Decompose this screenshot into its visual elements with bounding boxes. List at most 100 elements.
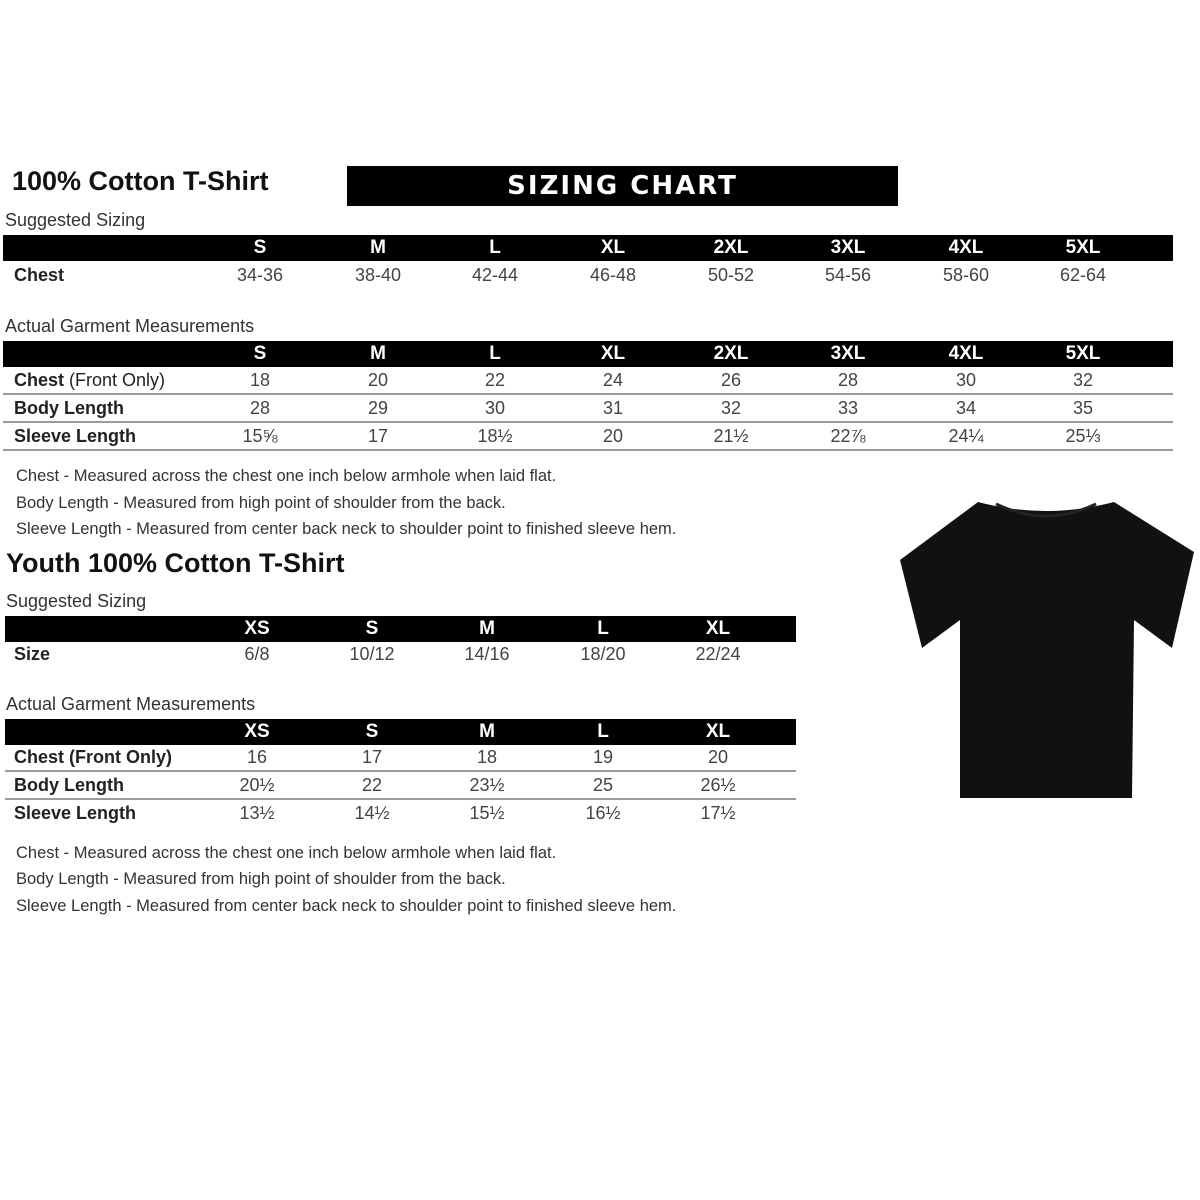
size-header-2xl: 2XL [713, 237, 749, 258]
adult-note-body: Body Length - Measured from high point o… [16, 494, 506, 512]
row-label: Chest [14, 261, 64, 289]
table-cell: 17 [361, 747, 383, 767]
table-cell: 20½ [239, 775, 275, 795]
size-header-xl: XL [705, 618, 731, 639]
size-header-m: M [370, 343, 386, 364]
size-header-l: L [597, 721, 609, 742]
row-label: Sleeve Length [14, 799, 136, 827]
row-divider [5, 770, 796, 772]
table-cell: 10/12 [349, 644, 395, 664]
table-cell: 24¼ [948, 426, 984, 446]
size-header-2xl: 2XL [713, 343, 749, 364]
row-label-text: Size [14, 644, 51, 664]
table-cell: 22 [361, 775, 383, 795]
youth-actual-header-bar: XS S M L XL [5, 719, 796, 745]
table-cell: 26½ [700, 775, 736, 795]
size-header-m: M [479, 618, 495, 639]
table-cell: 6/8 [244, 644, 270, 664]
table-cell: 15½ [469, 803, 505, 823]
row-divider [3, 449, 1173, 451]
adult-actual-header-bar: S M L XL 2XL 3XL 4XL 5XL [3, 341, 1173, 367]
table-cell: 32 [720, 398, 742, 418]
table-cell: 33 [837, 398, 859, 418]
sizing-chart-banner: SIZING CHART [347, 166, 898, 206]
youth-note-sleeve: Sleeve Length - Measured from center bac… [16, 897, 677, 915]
table-cell: 25 [592, 775, 614, 795]
table-cell: 30 [484, 398, 506, 418]
row-label-text: Sleeve Length [14, 803, 137, 823]
youth-note-chest: Chest - Measured across the chest one in… [16, 844, 557, 862]
row-divider [5, 798, 796, 800]
size-header-m: M [479, 721, 495, 742]
table-cell: 22 [484, 370, 506, 390]
table-cell: 46-48 [589, 265, 637, 285]
size-header-l: L [489, 343, 501, 364]
table-cell: 35 [1072, 398, 1094, 418]
table-cell: 34 [955, 398, 977, 418]
adult-note-sleeve: Sleeve Length - Measured from center bac… [16, 520, 677, 538]
row-label-text: Chest [14, 265, 65, 285]
row-label: Size [14, 640, 50, 668]
size-header-3xl: 3XL [830, 237, 866, 258]
size-header-s: S [365, 618, 379, 639]
table-cell: 58-60 [942, 265, 990, 285]
table-cell: 28 [837, 370, 859, 390]
row-divider [3, 421, 1173, 423]
youth-title: Youth 100% Cotton T-Shirt [6, 548, 345, 578]
table-cell: 16½ [585, 803, 621, 823]
table-cell: 32 [1072, 370, 1094, 390]
adult-title: 100% Cotton T-Shirt [12, 166, 269, 196]
table-cell: 17½ [700, 803, 736, 823]
table-row: Chest 34-36 38-40 42-44 46-48 50-52 54-56 58-60… [0, 261, 1173, 289]
table-cell: 16 [246, 747, 268, 767]
table-cell: 22/24 [695, 644, 741, 664]
size-header-l: L [489, 237, 501, 258]
table-cell: 25⅓ [1065, 426, 1101, 446]
youth-note-body: Body Length - Measured from high point o… [16, 870, 506, 888]
row-label: Body Length [14, 771, 124, 799]
table-cell: 15⅝ [242, 426, 278, 446]
table-cell: 13½ [239, 803, 275, 823]
table-cell: 17 [367, 426, 389, 446]
table-cell: 18 [249, 370, 271, 390]
table-row: Sleeve Length 13½ 14½ 15½ 16½ 17½ [0, 799, 796, 827]
table-row: Body Length 28 29 30 31 32 33 34 35 [0, 394, 1173, 422]
table-cell: 62-64 [1059, 265, 1107, 285]
table-row: Body Length 20½ 22 23½ 25 26½ [0, 771, 796, 799]
size-header-s: S [365, 721, 379, 742]
row-label-text: Body Length [14, 398, 124, 418]
youth-suggested-header-bar: XS S M L XL [5, 616, 796, 642]
table-cell: 31 [602, 398, 624, 418]
table-cell: 14/16 [464, 644, 510, 664]
table-cell: 20 [602, 426, 624, 446]
adult-actual-label: Actual Garment Measurements [5, 316, 255, 336]
row-label-text: Sleeve Length [14, 426, 137, 446]
table-cell: 23½ [469, 775, 505, 795]
size-header-3xl: 3XL [830, 343, 866, 364]
table-cell: 34-36 [236, 265, 284, 285]
table-cell: 22⅞ [830, 426, 866, 446]
table-cell: 18½ [477, 426, 513, 446]
row-label: Chest (Front Only) [14, 366, 165, 394]
table-cell: 14½ [354, 803, 390, 823]
row-label: Body Length [14, 394, 124, 422]
row-label: Sleeve Length [14, 422, 136, 450]
size-header-s: S [253, 237, 267, 258]
table-row: Size 6/8 10/12 14/16 18/20 22/24 [0, 640, 796, 668]
size-header-s: S [253, 343, 267, 364]
size-header-4xl: 4XL [948, 343, 984, 364]
table-cell: 29 [367, 398, 389, 418]
size-header-5xl: 5XL [1065, 343, 1101, 364]
size-header-4xl: 4XL [948, 237, 984, 258]
table-row: Sleeve Length 15⅝ 17 18½ 20 21½ 22⅞ 24¼ 25⅓ [0, 422, 1173, 450]
row-label-text: Body Length [14, 775, 124, 795]
youth-actual-label: Actual Garment Measurements [6, 694, 256, 714]
size-header-xl: XL [600, 343, 626, 364]
table-cell: 38-40 [354, 265, 402, 285]
black-tshirt-icon [900, 502, 1194, 798]
table-cell: 19 [592, 747, 614, 767]
size-header-xs: XS [244, 618, 270, 639]
table-cell: 18 [476, 747, 498, 767]
row-label-extra: (Front Only) [64, 370, 166, 390]
